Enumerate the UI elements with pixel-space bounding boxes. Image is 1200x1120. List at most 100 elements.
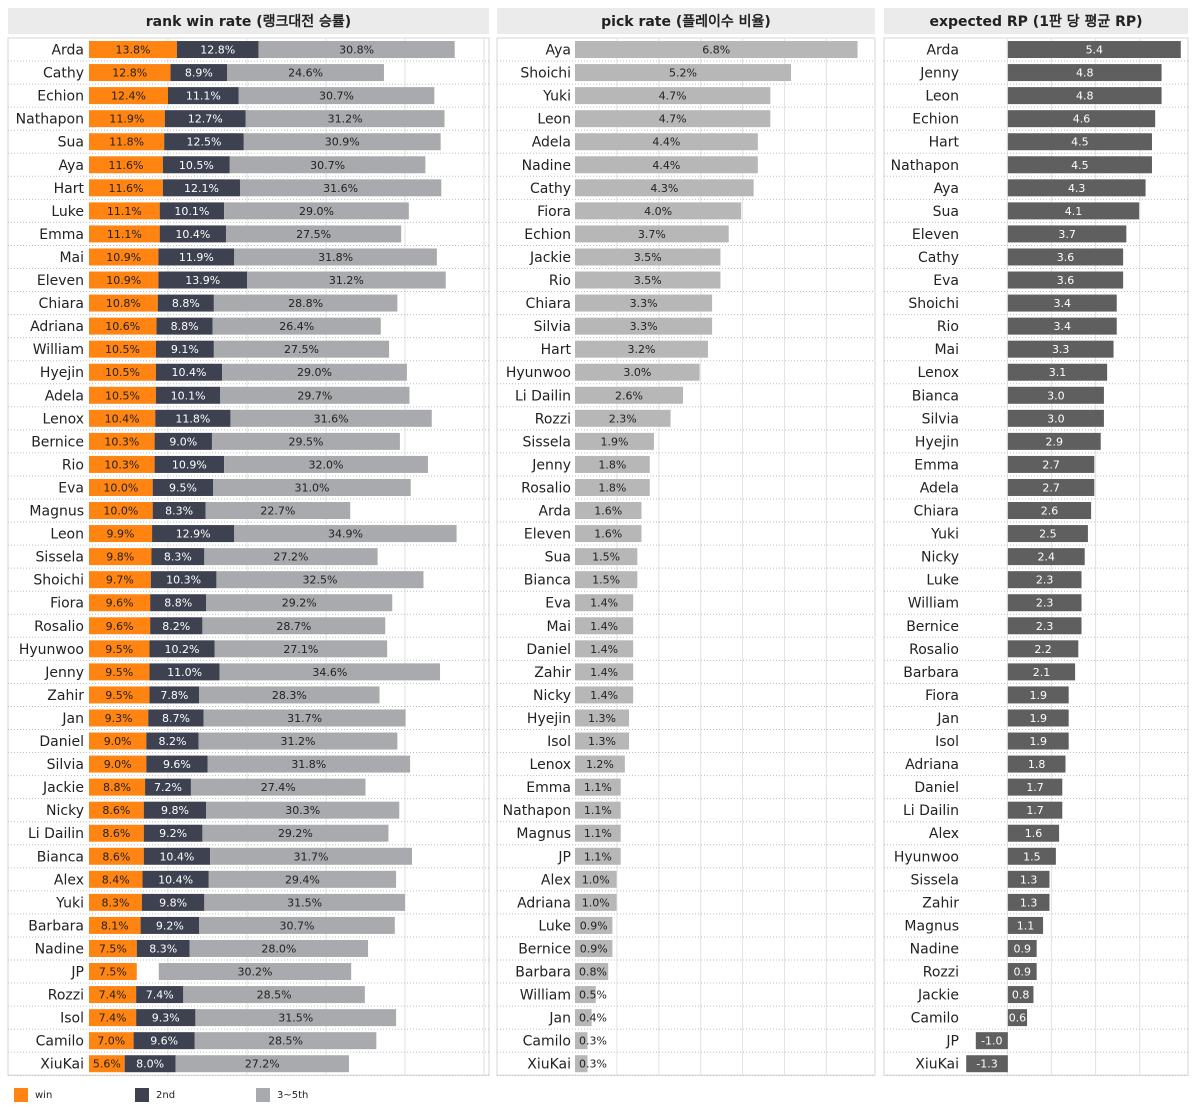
row-label: Rozzi bbox=[535, 411, 571, 427]
row-label: Magnus bbox=[516, 826, 571, 842]
bar-2nd-label: 9.6% bbox=[150, 1035, 178, 1048]
bar-2nd bbox=[158, 248, 235, 266]
bar-expected-rp-label: 1.3 bbox=[1020, 896, 1038, 909]
bar-3-5th bbox=[213, 340, 390, 358]
bar-pick-rate-label: 0.3% bbox=[579, 1058, 607, 1071]
bar-expected-rp-label: 1.1 bbox=[1017, 919, 1035, 932]
bar-win-label: 7.5% bbox=[99, 942, 127, 955]
bar-2nd-label: 8.2% bbox=[162, 620, 190, 633]
bar-2nd bbox=[149, 686, 200, 704]
bar-pick-rate bbox=[575, 363, 700, 381]
bar-pick-rate-label: 4.4% bbox=[652, 136, 680, 149]
row-label: Silvia bbox=[922, 411, 959, 427]
row-label: Eleven bbox=[912, 227, 959, 243]
bar-expected-rp bbox=[1007, 778, 1063, 796]
bar-pick-rate bbox=[575, 409, 671, 427]
bar-2nd bbox=[149, 663, 220, 681]
bar-3-5th-label: 28.7% bbox=[276, 620, 311, 633]
bar-win-label: 12.4% bbox=[111, 90, 146, 103]
bar-win bbox=[89, 986, 137, 1004]
bar-2nd-label: 8.3% bbox=[165, 505, 193, 518]
bar-2nd-label: 10.2% bbox=[165, 643, 200, 656]
bar-expected-rp bbox=[1007, 455, 1095, 473]
bar-win-label: 11.8% bbox=[109, 136, 144, 149]
legend-swatch-2nd bbox=[135, 1088, 149, 1102]
bar-win bbox=[89, 179, 163, 197]
bar-pick-rate-label: 1.6% bbox=[594, 505, 622, 518]
bar-3-5th bbox=[245, 110, 445, 128]
bar-3-5th-label: 30.2% bbox=[238, 966, 273, 979]
row-label: Bernice bbox=[906, 619, 959, 635]
bar-win bbox=[89, 41, 177, 59]
bar-expected-rp bbox=[1007, 1009, 1028, 1027]
row-label: Yuki bbox=[542, 89, 571, 105]
bar-win-label: 10.5% bbox=[105, 366, 140, 379]
bar-2nd-label: 10.1% bbox=[174, 205, 209, 218]
bar-expected-rp-label: 2.5 bbox=[1039, 528, 1057, 541]
bar-3-5th-label: 27.2% bbox=[245, 1058, 280, 1071]
bar-pick-rate-label: 1.8% bbox=[598, 481, 626, 494]
bar-pick-rate-label: 1.9% bbox=[600, 435, 628, 448]
row-label: Nicky bbox=[533, 688, 571, 704]
panel-title: rank win rate (랭크대전 승률) bbox=[146, 13, 351, 30]
bar-3-5th bbox=[158, 963, 352, 981]
bar-2nd bbox=[168, 87, 239, 105]
row-label: Sissela bbox=[523, 434, 571, 450]
bar-3-5th bbox=[202, 617, 386, 635]
bar-pick-rate bbox=[575, 202, 742, 220]
row-label: JP bbox=[557, 849, 571, 865]
bar-2nd bbox=[155, 340, 214, 358]
bar-win bbox=[89, 502, 153, 520]
bar-2nd-label: 9.5% bbox=[169, 481, 197, 494]
bar-pick-rate bbox=[575, 709, 630, 727]
bar-3-5th bbox=[258, 41, 455, 59]
row-label: Daniel bbox=[914, 780, 959, 796]
bar-expected-rp-label: 2.6 bbox=[1041, 505, 1059, 518]
row-label: Zahir bbox=[534, 665, 571, 681]
bar-3-5th bbox=[206, 801, 400, 819]
bar-expected-rp-label: 1.7 bbox=[1026, 781, 1044, 794]
bar-2nd bbox=[170, 64, 228, 82]
row-label: Rozzi bbox=[923, 965, 959, 981]
bar-expected-rp-label: 3.0 bbox=[1047, 412, 1065, 425]
bar-pick-rate bbox=[575, 317, 713, 335]
bar-win bbox=[89, 87, 168, 105]
bar-pick-rate-label: 3.7% bbox=[638, 228, 666, 241]
row-label: Arda bbox=[51, 43, 84, 59]
row-label: William bbox=[33, 342, 84, 358]
legend-item-2nd: 2nd bbox=[135, 1086, 256, 1104]
bar-pick-rate-label: 3.0% bbox=[623, 366, 651, 379]
bar-win bbox=[89, 778, 146, 796]
bar-2nd bbox=[136, 1009, 196, 1027]
legend-label-2nd: 2nd bbox=[156, 1089, 176, 1101]
row-label: Luke bbox=[538, 918, 571, 934]
bar-win-label: 9.5% bbox=[105, 689, 133, 702]
bar-2nd-label: 9.8% bbox=[161, 804, 189, 817]
row-label: Luke bbox=[926, 573, 959, 589]
bar-win bbox=[89, 870, 143, 888]
bar-expected-rp bbox=[1007, 87, 1162, 105]
bar-2nd bbox=[136, 939, 190, 957]
bar-expected-rp bbox=[1007, 663, 1076, 681]
row-label: Rio bbox=[62, 457, 84, 473]
bar-2nd-label: 7.4% bbox=[146, 989, 174, 1002]
bar-3-5th-label: 28.8% bbox=[288, 297, 323, 310]
bar-2nd-label: 13.9% bbox=[185, 274, 220, 287]
bar-win bbox=[89, 847, 144, 865]
row-label: Leon bbox=[925, 89, 959, 105]
bar-2nd-label: 8.3% bbox=[164, 551, 192, 564]
bar-pick-rate-label: 1.0% bbox=[582, 873, 610, 886]
bar-3-5th-label: 31.8% bbox=[318, 251, 353, 264]
bar-3-5th-label: 29.0% bbox=[297, 366, 332, 379]
bar-pick-rate-label: 0.5% bbox=[579, 989, 607, 1002]
bar-win-label: 7.0% bbox=[97, 1035, 125, 1048]
row-label: Jackie bbox=[917, 988, 959, 1004]
bar-3-5th-label: 31.6% bbox=[323, 182, 358, 195]
row-label: Mai bbox=[59, 250, 84, 266]
row-label: Nathapon bbox=[891, 158, 959, 174]
bar-2nd bbox=[162, 156, 230, 174]
bar-expected-rp bbox=[1007, 939, 1037, 957]
bar-expected-rp-label: 3.6 bbox=[1057, 274, 1075, 287]
bar-win-label: 8.4% bbox=[102, 873, 130, 886]
bar-win-label: 7.4% bbox=[99, 989, 127, 1002]
